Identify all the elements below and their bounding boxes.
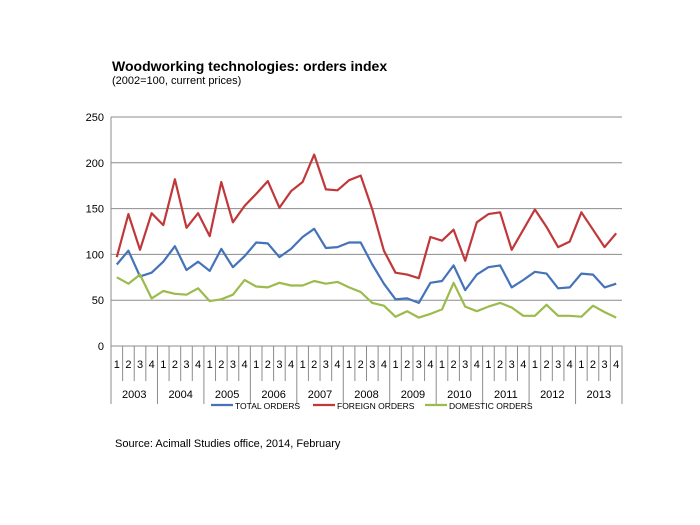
year-label: 2013: [587, 389, 611, 401]
year-label: 2003: [122, 389, 146, 401]
quarter-label: 2: [265, 359, 271, 371]
quarter-label: 2: [404, 359, 410, 371]
quarter-label: 3: [137, 359, 143, 371]
quarter-label: 1: [578, 359, 584, 371]
quarter-label: 4: [334, 359, 340, 371]
year-label: 2010: [447, 389, 471, 401]
quarter-label: 4: [381, 359, 387, 371]
quarter-label: 4: [195, 359, 201, 371]
quarter-label: 3: [509, 359, 515, 371]
year-label: 2004: [168, 389, 192, 401]
quarter-label: 1: [392, 359, 398, 371]
quarter-label: 3: [369, 359, 375, 371]
quarter-label: 3: [276, 359, 282, 371]
y-tick-label: 250: [86, 112, 104, 124]
y-tick-label: 100: [86, 249, 104, 261]
quarter-label: 3: [230, 359, 236, 371]
quarter-label: 2: [451, 359, 457, 371]
quarter-label: 2: [358, 359, 364, 371]
year-label: 2007: [308, 389, 332, 401]
year-label: 2011: [494, 389, 518, 401]
quarter-label: 3: [602, 359, 608, 371]
quarter-label: 3: [183, 359, 189, 371]
quarter-label: 2: [590, 359, 596, 371]
quarter-label: 4: [427, 359, 433, 371]
year-label: 2012: [540, 389, 564, 401]
quarter-label: 3: [555, 359, 561, 371]
year-label: 2006: [261, 389, 285, 401]
series-line-domestic-orders: [116, 273, 617, 319]
quarter-label: 3: [416, 359, 422, 371]
quarter-label: 2: [125, 359, 131, 371]
year-label: 2008: [354, 389, 378, 401]
y-tick-label: 0: [98, 341, 104, 353]
quarter-label: 4: [520, 359, 526, 371]
series-line-foreign-orders: [115, 153, 618, 280]
quarter-label: 3: [323, 359, 329, 371]
chart-subtitle: (2002=100, current prices): [112, 75, 242, 87]
quarter-label: 4: [474, 359, 480, 371]
legend-label: FOREIGN ORDERS: [337, 401, 415, 411]
quarter-label: 1: [346, 359, 352, 371]
y-tick-label: 50: [92, 295, 104, 307]
legend-label: DOMESTIC ORDERS: [449, 401, 533, 411]
quarter-label: 1: [253, 359, 259, 371]
quarter-label: 2: [543, 359, 549, 371]
quarter-label: 1: [114, 359, 120, 371]
quarter-label: 2: [497, 359, 503, 371]
source-note: Source: Acimall Studies office, 2014, Fe…: [115, 438, 341, 450]
quarter-label: 4: [567, 359, 573, 371]
quarter-label: 1: [160, 359, 166, 371]
quarter-label: 2: [311, 359, 317, 371]
quarter-label: 4: [241, 359, 247, 371]
series-line-total-orders: [115, 227, 617, 304]
quarter-label: 1: [485, 359, 491, 371]
legend-label: TOTAL ORDERS: [235, 401, 300, 411]
quarter-label: 1: [300, 359, 306, 371]
quarter-label: 2: [172, 359, 178, 371]
quarter-label: 3: [462, 359, 468, 371]
year-label: 2009: [401, 389, 425, 401]
chart-title: Woodworking technologies: orders index: [112, 58, 388, 74]
quarter-label: 1: [207, 359, 213, 371]
year-label: 2005: [215, 389, 239, 401]
quarter-label: 2: [218, 359, 224, 371]
quarter-label: 4: [288, 359, 294, 371]
y-tick-label: 200: [86, 158, 104, 170]
quarter-label: 1: [439, 359, 445, 371]
quarter-label: 1: [532, 359, 538, 371]
quarter-label: 4: [613, 359, 619, 371]
y-tick-label: 150: [86, 204, 104, 216]
quarter-label: 4: [149, 359, 155, 371]
